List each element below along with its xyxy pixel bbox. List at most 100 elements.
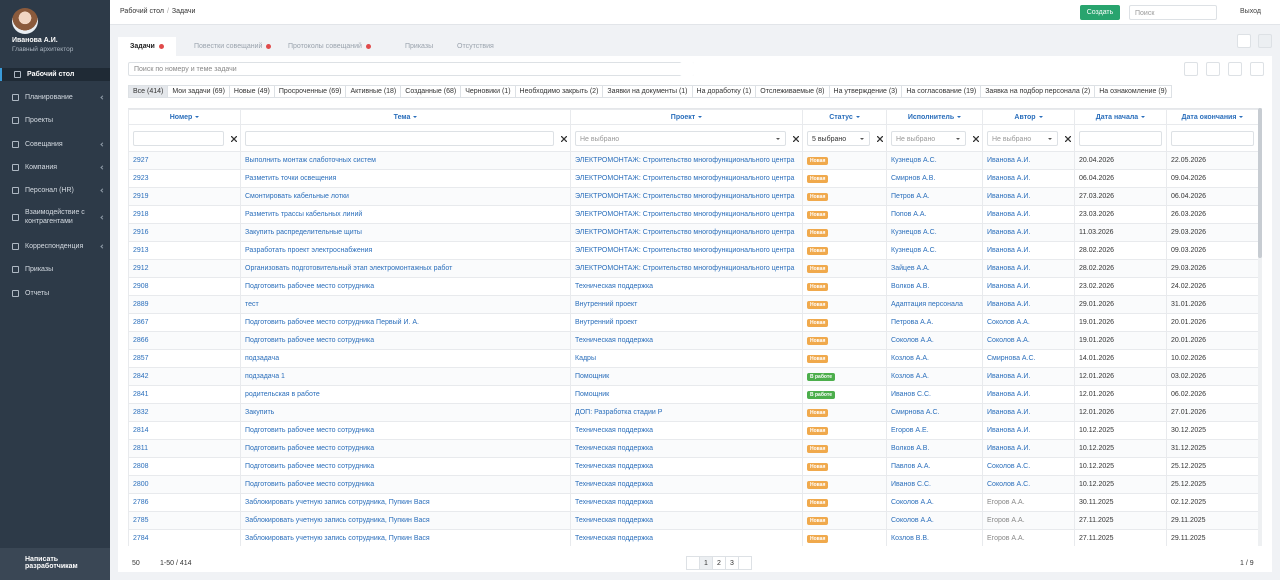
next-page[interactable] [738, 556, 752, 570]
task-topic[interactable]: Подготовить рабочее место сотрудника [245, 427, 375, 434]
task-topic[interactable]: Закупить распределительные щиты [245, 229, 362, 236]
task-row[interactable]: 2867 Подготовить рабочее место сотрудника… [128, 313, 1258, 332]
page-button[interactable]: 2 [712, 556, 726, 570]
create-button[interactable]: Создать [1080, 5, 1120, 20]
view-toggle[interactable] [1237, 34, 1251, 48]
task-project[interactable]: Техническая поддержка [575, 535, 654, 542]
task-author[interactable]: Иванова А.И. [987, 157, 1031, 164]
status-filter[interactable]: 5 выбрано [807, 131, 870, 146]
task-author[interactable]: Смирнова А.С. [987, 355, 1036, 362]
column-header[interactable]: Дата начала [1074, 109, 1167, 125]
task-executor[interactable]: Козлов А.А. [891, 355, 929, 362]
task-project[interactable]: Техническая поддержка [575, 337, 654, 344]
task-number[interactable]: 2918 [133, 211, 149, 218]
task-row[interactable]: 2811 Подготовить рабочее место сотрудника… [128, 439, 1258, 458]
task-executor[interactable]: Соколов А.А. [891, 337, 934, 344]
sidebar-item[interactable]: Планирование [0, 91, 110, 104]
tab[interactable]: Повестки совещаний [182, 37, 283, 56]
task-topic[interactable]: Разработать проект электроснабжения [245, 247, 373, 254]
task-topic[interactable]: Заблокировать учетную запись сотрудника,… [245, 499, 430, 506]
task-author[interactable]: Егоров А.А. [987, 535, 1025, 542]
task-row[interactable]: 2918 Разметить трассы кабельных линий ЭЛЕК… [128, 205, 1258, 224]
task-author[interactable]: Иванова А.И. [987, 427, 1031, 434]
task-row[interactable]: 2857 подзадача Кадры Новая Козлов А.А. Смирно… [128, 349, 1258, 368]
task-executor[interactable]: Козлов А.А. [891, 373, 929, 380]
clear-icon[interactable] [1065, 136, 1071, 142]
task-topic[interactable]: Подготовить рабочее место сотрудника [245, 337, 375, 344]
task-project[interactable]: Помощник [575, 391, 610, 398]
task-author[interactable]: Егоров А.А. [987, 499, 1025, 506]
task-project[interactable]: Техническая поддержка [575, 499, 654, 506]
task-executor[interactable]: Соколов А.А. [891, 499, 934, 506]
task-row[interactable]: 2913 Разработать проект электроснабжения Э… [128, 241, 1258, 260]
task-executor[interactable]: Смирнова А.С. [891, 409, 940, 416]
task-row[interactable]: 2808 Подготовить рабочее место сотрудника… [128, 457, 1258, 476]
filter-chip[interactable]: Новые (49) [228, 85, 275, 98]
sidebar-item[interactable]: Проекты [0, 114, 110, 127]
column-header[interactable]: Исполнитель [886, 109, 983, 125]
task-executor[interactable]: Петрова А.А. [891, 319, 934, 326]
column-header[interactable]: Тема [240, 109, 571, 125]
task-executor[interactable]: Адаптация персонала [891, 301, 963, 308]
filter-chip[interactable]: Активные (18) [345, 85, 402, 98]
column-header[interactable]: Проект [570, 109, 803, 125]
task-author[interactable]: Иванова А.И. [987, 247, 1031, 254]
sidebar-item[interactable]: Корреспонденция [0, 240, 110, 253]
task-number[interactable]: 2919 [133, 193, 149, 200]
sidebar-item[interactable]: Компания [0, 161, 110, 174]
task-executor[interactable]: Кузнецов А.С. [891, 247, 937, 254]
project-filter[interactable]: Не выбрано [575, 131, 786, 146]
task-topic[interactable]: Закупить [245, 409, 275, 416]
task-author[interactable]: Иванова А.И. [987, 193, 1031, 200]
task-number[interactable]: 2923 [133, 175, 149, 182]
task-author[interactable]: Иванова А.И. [987, 301, 1031, 308]
download-button[interactable] [1228, 62, 1242, 76]
task-number[interactable]: 2785 [133, 517, 149, 524]
sidebar-item[interactable]: Взаимодействие с контрагентами [0, 207, 110, 227]
filter-chip[interactable]: Просроченные (69) [273, 85, 347, 98]
filter-chip[interactable]: Все (414) [128, 85, 169, 98]
task-topic[interactable]: Подготовить рабочее место сотрудника Пер… [245, 319, 420, 326]
task-row[interactable]: 2923 Разметить точки освещения ЭЛЕКТРОМОНТ… [128, 169, 1258, 188]
task-topic[interactable]: родительская в работе [245, 391, 320, 398]
sidebar-item[interactable]: Совещания [0, 138, 110, 151]
task-number[interactable]: 2866 [133, 337, 149, 344]
task-author[interactable]: Иванова А.И. [987, 211, 1031, 218]
task-executor[interactable]: Волков А.В. [891, 445, 930, 452]
task-row[interactable]: 2889 тест Внутренний проект Новая Адаптация … [128, 295, 1258, 314]
task-project[interactable]: ЭЛЕКТРОМОНТАЖ: Строительство многофункци… [575, 157, 795, 164]
task-number[interactable]: 2916 [133, 229, 149, 236]
task-executor[interactable]: Волков А.В. [891, 283, 930, 290]
start-date-filter[interactable] [1079, 131, 1162, 146]
filter-chip[interactable]: На доработку (1) [691, 85, 757, 98]
task-row[interactable]: 2841 родительская в работе Помощник В работ… [128, 385, 1258, 404]
task-row[interactable]: 2912 Организовать подготовительный этап э… [128, 259, 1258, 278]
task-project[interactable]: Техническая поддержка [575, 463, 654, 470]
task-project[interactable]: ЭЛЕКТРОМОНТАЖ: Строительство многофункци… [575, 229, 795, 236]
tab[interactable]: Приказы [393, 37, 445, 56]
task-executor[interactable]: Соколов А.А. [891, 517, 934, 524]
task-row[interactable]: 2786 Заблокировать учетную запись сотрудн… [128, 493, 1258, 512]
task-author[interactable]: Соколов А.С. [987, 481, 1031, 488]
task-row[interactable]: 2784 Заблокировать учетную запись сотрудн… [128, 529, 1258, 546]
task-row[interactable]: 2785 Заблокировать учетную запись сотрудн… [128, 511, 1258, 530]
task-row[interactable]: 2832 Закупить ДОП: Разработка стадии Р Нова… [128, 403, 1258, 422]
page-size[interactable]: 50 [132, 560, 140, 567]
task-row[interactable]: 2866 Подготовить рабочее место сотрудника… [128, 331, 1258, 350]
task-author[interactable]: Егоров А.А. [987, 517, 1025, 524]
task-topic[interactable]: Подготовить рабочее место сотрудника [245, 481, 375, 488]
refresh-button[interactable] [1206, 62, 1220, 76]
column-header[interactable]: Номер [128, 109, 241, 125]
logout[interactable]: Выход [1240, 8, 1261, 15]
task-project[interactable]: Внутренний проект [575, 301, 638, 308]
scrollbar[interactable] [1258, 108, 1262, 546]
filter-chip[interactable]: Отслеживаемые (8) [755, 85, 830, 98]
task-topic[interactable]: Выполнить монтаж слаботочных систем [245, 157, 376, 164]
task-topic[interactable]: Разметить точки освещения [245, 175, 337, 182]
task-number[interactable]: 2814 [133, 427, 149, 434]
task-author[interactable]: Иванова А.И. [987, 265, 1031, 272]
task-number[interactable]: 2832 [133, 409, 149, 416]
filter-chip[interactable]: На согласование (19) [901, 85, 982, 98]
task-author[interactable]: Иванова А.И. [987, 409, 1031, 416]
clear-icon[interactable] [793, 136, 799, 142]
